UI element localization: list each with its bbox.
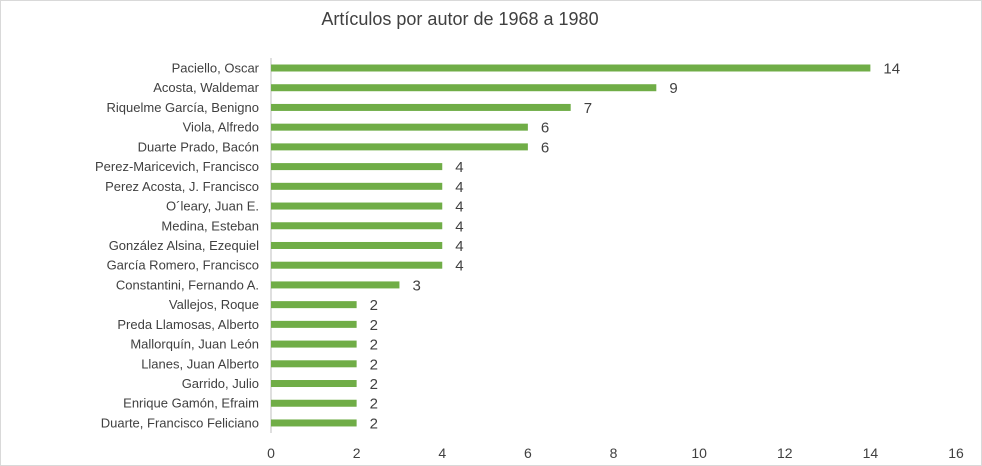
data-label: 4: [455, 258, 463, 275]
category-label: O´leary, Juan E.: [166, 199, 259, 214]
x-tick-label: 12: [777, 445, 793, 461]
bar: [271, 399, 357, 407]
data-labels: 14 9 7 6 6 4 4 4 4 4 4 3 2 2 2 2 2 2 2: [370, 61, 900, 433]
category-labels: Paciello, Oscar Acosta, Waldemar Riquelme …: [95, 61, 260, 431]
bars-group: [271, 64, 871, 427]
category-label: Paciello, Oscar: [172, 61, 260, 76]
x-tick-label: 16: [948, 445, 964, 461]
bar: [271, 301, 357, 309]
data-label: 9: [669, 80, 677, 97]
category-label: Acosta, Waldemar: [153, 80, 259, 95]
category-label: Constantini, Fernando A.: [116, 277, 259, 292]
bar: [271, 360, 357, 368]
x-tick-label: 4: [438, 445, 446, 461]
category-label: Mallorquín, Juan León: [130, 337, 259, 352]
x-tick-label: 2: [353, 445, 361, 461]
bar: [271, 202, 443, 210]
bar: [271, 241, 443, 249]
data-label: 2: [370, 337, 378, 354]
bar: [271, 281, 400, 289]
bar: [271, 261, 443, 269]
category-label: Viola, Alfredo: [183, 120, 259, 135]
data-label: 2: [370, 317, 378, 334]
bar: [271, 103, 571, 111]
category-label: Preda Llamosas, Alberto: [117, 317, 259, 332]
category-label: García Romero, Francisco: [107, 258, 259, 273]
bar: [271, 182, 443, 190]
x-tick-label: 10: [691, 445, 707, 461]
x-axis-ticks: 0 2 4 6 8 10 12 14 16: [267, 445, 964, 461]
data-label: 2: [370, 356, 378, 373]
category-label: Vallejos, Roque: [169, 297, 259, 312]
data-label: 6: [541, 120, 549, 137]
bar: [271, 123, 528, 131]
data-label: 6: [541, 139, 549, 156]
data-label: 2: [370, 297, 378, 314]
data-label: 4: [455, 179, 463, 196]
data-label: 14: [883, 61, 900, 78]
x-tick-label: 6: [524, 445, 532, 461]
category-label: González Alsina, Ezequiel: [109, 238, 259, 253]
data-label: 4: [455, 238, 463, 255]
category-label: Duarte, Francisco Feliciano: [101, 415, 259, 430]
data-label: 4: [455, 159, 463, 176]
category-label: Enrique Gamón, Efraim: [123, 396, 259, 411]
x-tick-label: 14: [863, 445, 879, 461]
category-label: Perez-Maricevich, Francisco: [95, 159, 259, 174]
data-label: 7: [584, 100, 592, 117]
bar: [271, 163, 443, 171]
bar: [271, 143, 528, 151]
chart-title: Artículos por autor de 1968 a 1980: [321, 9, 598, 29]
x-tick-label: 8: [610, 445, 618, 461]
data-label: 2: [370, 376, 378, 393]
data-label: 3: [412, 277, 420, 294]
category-label: Llanes, Juan Alberto: [141, 356, 259, 371]
bar: [271, 419, 357, 427]
bar: [271, 84, 657, 92]
category-label: Medina, Esteban: [161, 218, 259, 233]
bar: [271, 64, 871, 72]
data-label: 4: [455, 199, 463, 216]
bar: [271, 222, 443, 230]
category-label: Duarte Prado, Bacón: [138, 139, 259, 154]
bar: [271, 340, 357, 348]
x-tick-label: 0: [267, 445, 275, 461]
data-label: 2: [370, 396, 378, 413]
data-label: 4: [455, 218, 463, 235]
category-label: Garrido, Julio: [182, 376, 259, 391]
bar: [271, 320, 357, 328]
data-label: 2: [370, 415, 378, 432]
category-label: Perez Acosta, J. Francisco: [105, 179, 259, 194]
bar: [271, 380, 357, 388]
category-label: Riquelme García, Benigno: [107, 100, 259, 115]
